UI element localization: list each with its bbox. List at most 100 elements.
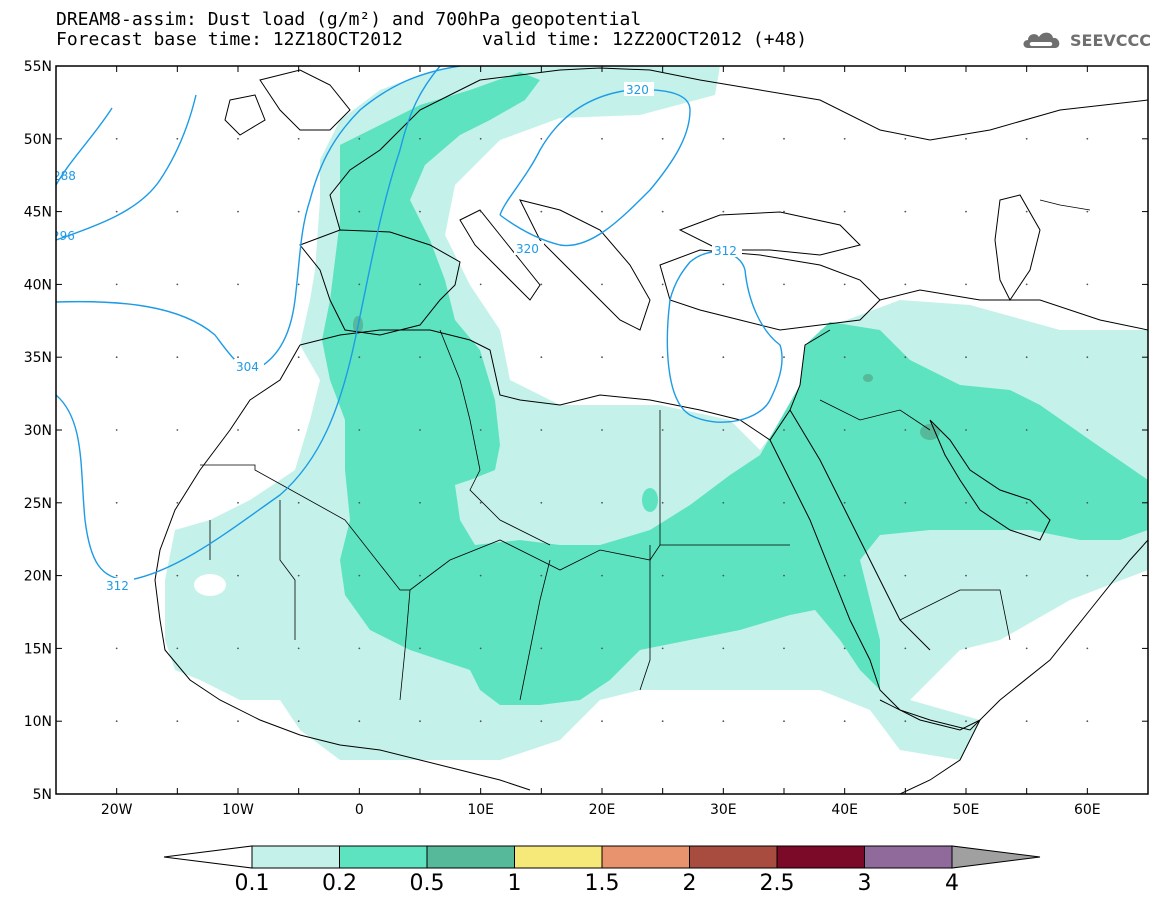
grid-dot bbox=[297, 501, 300, 504]
grid-dot bbox=[965, 283, 967, 286]
grid-dot bbox=[479, 720, 482, 723]
grid-dot bbox=[601, 574, 603, 577]
colorbar-high-end bbox=[951, 845, 1041, 869]
grid-dot bbox=[479, 429, 482, 431]
grid-dot bbox=[904, 720, 907, 723]
colorbar-segment bbox=[339, 845, 428, 869]
contour-label: 304 bbox=[236, 360, 259, 374]
grid-dot bbox=[176, 210, 179, 213]
grid-dot bbox=[176, 137, 179, 140]
grid-dot bbox=[479, 501, 482, 504]
colorbar-label: 4 bbox=[945, 871, 959, 896]
grid-dot bbox=[661, 137, 664, 140]
grid-dot bbox=[237, 137, 239, 140]
grid-dot bbox=[176, 720, 179, 723]
grid-dot bbox=[176, 501, 179, 504]
grid-dot bbox=[904, 647, 907, 650]
grid-dot bbox=[601, 720, 603, 723]
contour-labels: 288 296 304 312 320 320 312 bbox=[53, 82, 742, 593]
grid-dot bbox=[237, 429, 239, 431]
grid-dot bbox=[661, 574, 664, 577]
grid-dot bbox=[1025, 501, 1028, 504]
grid-dot bbox=[237, 647, 239, 650]
grid-dot bbox=[661, 210, 664, 213]
colorbar-label: 0.2 bbox=[322, 871, 357, 896]
lat-label: 50N bbox=[24, 132, 52, 148]
grid-dot bbox=[358, 210, 361, 213]
grid-dot bbox=[358, 501, 361, 504]
grid-dot bbox=[419, 356, 421, 359]
latitude-labels: 55N 50N 45N 40N 35N 30N 25N 20N 15N 10N 5N bbox=[24, 59, 52, 803]
lon-label: 30E bbox=[710, 802, 737, 818]
grid-dot bbox=[540, 720, 543, 723]
lat-label: 10N bbox=[24, 714, 52, 730]
grid-dot bbox=[358, 283, 361, 286]
grid-dot bbox=[843, 283, 846, 286]
grid-dot bbox=[115, 720, 118, 723]
grid-dot bbox=[722, 137, 725, 140]
contour-288 bbox=[56, 107, 113, 186]
grid-dot bbox=[1086, 429, 1089, 431]
graticule bbox=[56, 65, 1148, 795]
colorbar-segment bbox=[776, 845, 865, 869]
colorbar-segment bbox=[426, 845, 515, 869]
lat-label: 25N bbox=[24, 496, 52, 512]
grid-dot bbox=[479, 137, 482, 140]
grid-dot bbox=[783, 501, 785, 504]
grid-dot bbox=[601, 501, 603, 504]
grid-dot bbox=[237, 574, 239, 577]
colorbar-segment bbox=[514, 845, 603, 869]
grid-dot bbox=[783, 283, 785, 286]
contour-label: 320 bbox=[626, 83, 649, 97]
grid-dot bbox=[358, 647, 361, 650]
grid-dot bbox=[1086, 720, 1089, 723]
grid-dot bbox=[843, 720, 846, 723]
colorbar-label: 0.5 bbox=[410, 871, 445, 896]
grid-dot bbox=[965, 210, 967, 213]
lon-label: 0 bbox=[355, 802, 364, 818]
grid-dot bbox=[1025, 283, 1028, 286]
grid-dot bbox=[419, 501, 421, 504]
grid-dot bbox=[783, 720, 785, 723]
grid-dot bbox=[297, 720, 300, 723]
lon-label: 50E bbox=[953, 802, 980, 818]
lat-label: 40N bbox=[24, 277, 52, 293]
grid-dot bbox=[297, 647, 300, 650]
grid-dot bbox=[843, 210, 846, 213]
grid-dot bbox=[1025, 137, 1028, 140]
grid-dot bbox=[722, 720, 725, 723]
grid-dot bbox=[419, 210, 421, 213]
grid-dot bbox=[661, 283, 664, 286]
contour-label: 288 bbox=[53, 169, 76, 183]
grid-dot bbox=[783, 356, 785, 359]
colorbar-label: 1.5 bbox=[585, 871, 620, 896]
grid-dot bbox=[176, 429, 179, 431]
grid-dot bbox=[661, 501, 664, 504]
grid-dot bbox=[904, 501, 907, 504]
colorbar-label: 1 bbox=[508, 871, 522, 896]
grid-dot bbox=[843, 137, 846, 140]
colorbar-segment bbox=[601, 845, 690, 869]
grid-dot bbox=[601, 283, 603, 286]
lon-label: 10E bbox=[467, 802, 494, 818]
dust-clear-patch bbox=[194, 574, 226, 596]
contour-296 bbox=[56, 94, 197, 241]
grid-dot bbox=[783, 137, 785, 140]
grid-dot bbox=[419, 283, 421, 286]
grid-dot bbox=[419, 647, 421, 650]
grid-dot bbox=[1025, 720, 1028, 723]
grid-dot bbox=[722, 283, 725, 286]
lat-label: 15N bbox=[24, 641, 52, 657]
lon-label: 10W bbox=[222, 802, 254, 818]
lat-label: 5N bbox=[33, 787, 52, 803]
grid-dot bbox=[904, 356, 907, 359]
grid-dot bbox=[358, 137, 361, 140]
colorbar-segment bbox=[689, 845, 778, 869]
grid-dot bbox=[540, 283, 543, 286]
grid-dot bbox=[843, 356, 846, 359]
colorbar-label: 0.1 bbox=[235, 871, 270, 896]
grid-dot bbox=[419, 720, 421, 723]
contour-label: 312 bbox=[106, 579, 129, 593]
grid-dot bbox=[1086, 647, 1089, 650]
colorbar-segment bbox=[864, 845, 953, 869]
